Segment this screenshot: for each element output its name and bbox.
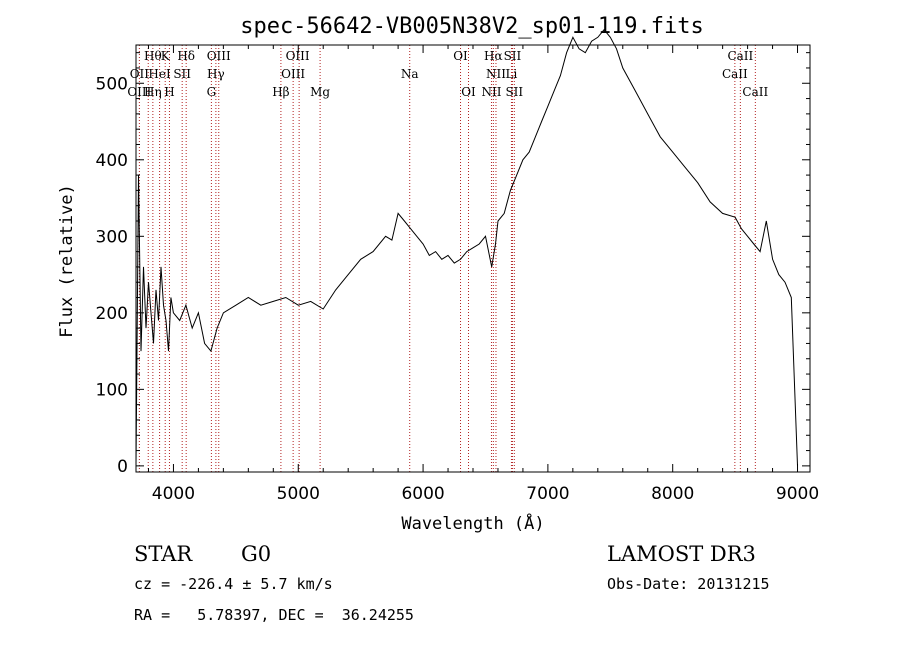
x-axis-ticks: 4000 5000 6000 7000 8000 9000 bbox=[147, 45, 819, 504]
survey-name: LAMOST DR3 bbox=[607, 542, 756, 566]
line-marker-label: NII bbox=[481, 85, 501, 99]
line-marker-label: Hβ bbox=[272, 85, 289, 99]
obs-date: Obs-Date: 20131215 bbox=[607, 575, 770, 593]
x-tick-label: 5000 bbox=[277, 484, 320, 504]
line-marker-label: CaII bbox=[727, 49, 753, 63]
x-tick-label: 6000 bbox=[401, 484, 444, 504]
spectrum-line bbox=[135, 28, 798, 466]
line-marker-label: OI bbox=[461, 85, 476, 99]
x-tick-label: 7000 bbox=[526, 484, 569, 504]
line-marker-label: Na bbox=[401, 67, 419, 81]
redshift-info: cz = -226.4 ± 5.7 km/s bbox=[134, 575, 333, 593]
y-axis-label: Flux (relative) bbox=[57, 184, 77, 338]
line-marker-label: SII bbox=[505, 85, 523, 99]
line-markers bbox=[138, 45, 756, 472]
line-marker-label: NII bbox=[486, 67, 506, 81]
line-marker-label: Li bbox=[506, 67, 518, 81]
x-tick-label: 4000 bbox=[152, 484, 195, 504]
ra-dec: RA = 5.78397, DEC = 36.24255 bbox=[134, 606, 414, 624]
x-tick-label: 9000 bbox=[776, 484, 819, 504]
line-marker-label: OIII bbox=[281, 67, 305, 81]
y-tick-label: 300 bbox=[96, 227, 128, 247]
y-tick-label: 500 bbox=[96, 74, 128, 94]
y-tick-label: 200 bbox=[96, 304, 128, 324]
y-axis-ticks: 0 100 200 300 400 500 bbox=[96, 52, 810, 477]
line-marker-label: Hη bbox=[144, 85, 162, 99]
line-marker-label: OIII bbox=[127, 85, 151, 99]
y-tick-label: 0 bbox=[117, 457, 128, 477]
object-class: STAR bbox=[134, 542, 193, 566]
line-marker-label: Hδ bbox=[177, 49, 195, 63]
object-subclass: G0 bbox=[241, 542, 271, 566]
line-marker-label: SII bbox=[504, 49, 522, 63]
chart-title: spec-56642-VB005N38V2_sp01-119.fits bbox=[240, 14, 704, 39]
line-marker-label: OIII bbox=[207, 49, 231, 63]
line-marker-label: Mg bbox=[310, 85, 330, 99]
line-marker-label: OII bbox=[130, 67, 150, 81]
y-tick-label: 400 bbox=[96, 151, 128, 171]
plot-frame bbox=[135, 44, 811, 473]
line-marker-label: CaII bbox=[742, 85, 768, 99]
x-axis-label: Wavelength (Å) bbox=[401, 512, 544, 534]
x-tick-label: 8000 bbox=[651, 484, 694, 504]
line-marker-label: OI bbox=[453, 49, 468, 63]
line-marker-label: G bbox=[207, 85, 217, 99]
line-marker-label: SII bbox=[173, 67, 191, 81]
line-marker-label: K bbox=[161, 49, 171, 63]
line-marker-label: H bbox=[164, 85, 174, 99]
line-marker-label: HeI bbox=[148, 67, 171, 81]
line-marker-label: Hγ bbox=[207, 67, 225, 81]
y-tick-label: 100 bbox=[96, 380, 128, 400]
line-marker-label: Hθ bbox=[144, 49, 162, 63]
line-marker-label: CaII bbox=[722, 67, 748, 81]
line-marker-label: OIII bbox=[286, 49, 310, 63]
line-marker-label: Hα bbox=[484, 49, 503, 63]
